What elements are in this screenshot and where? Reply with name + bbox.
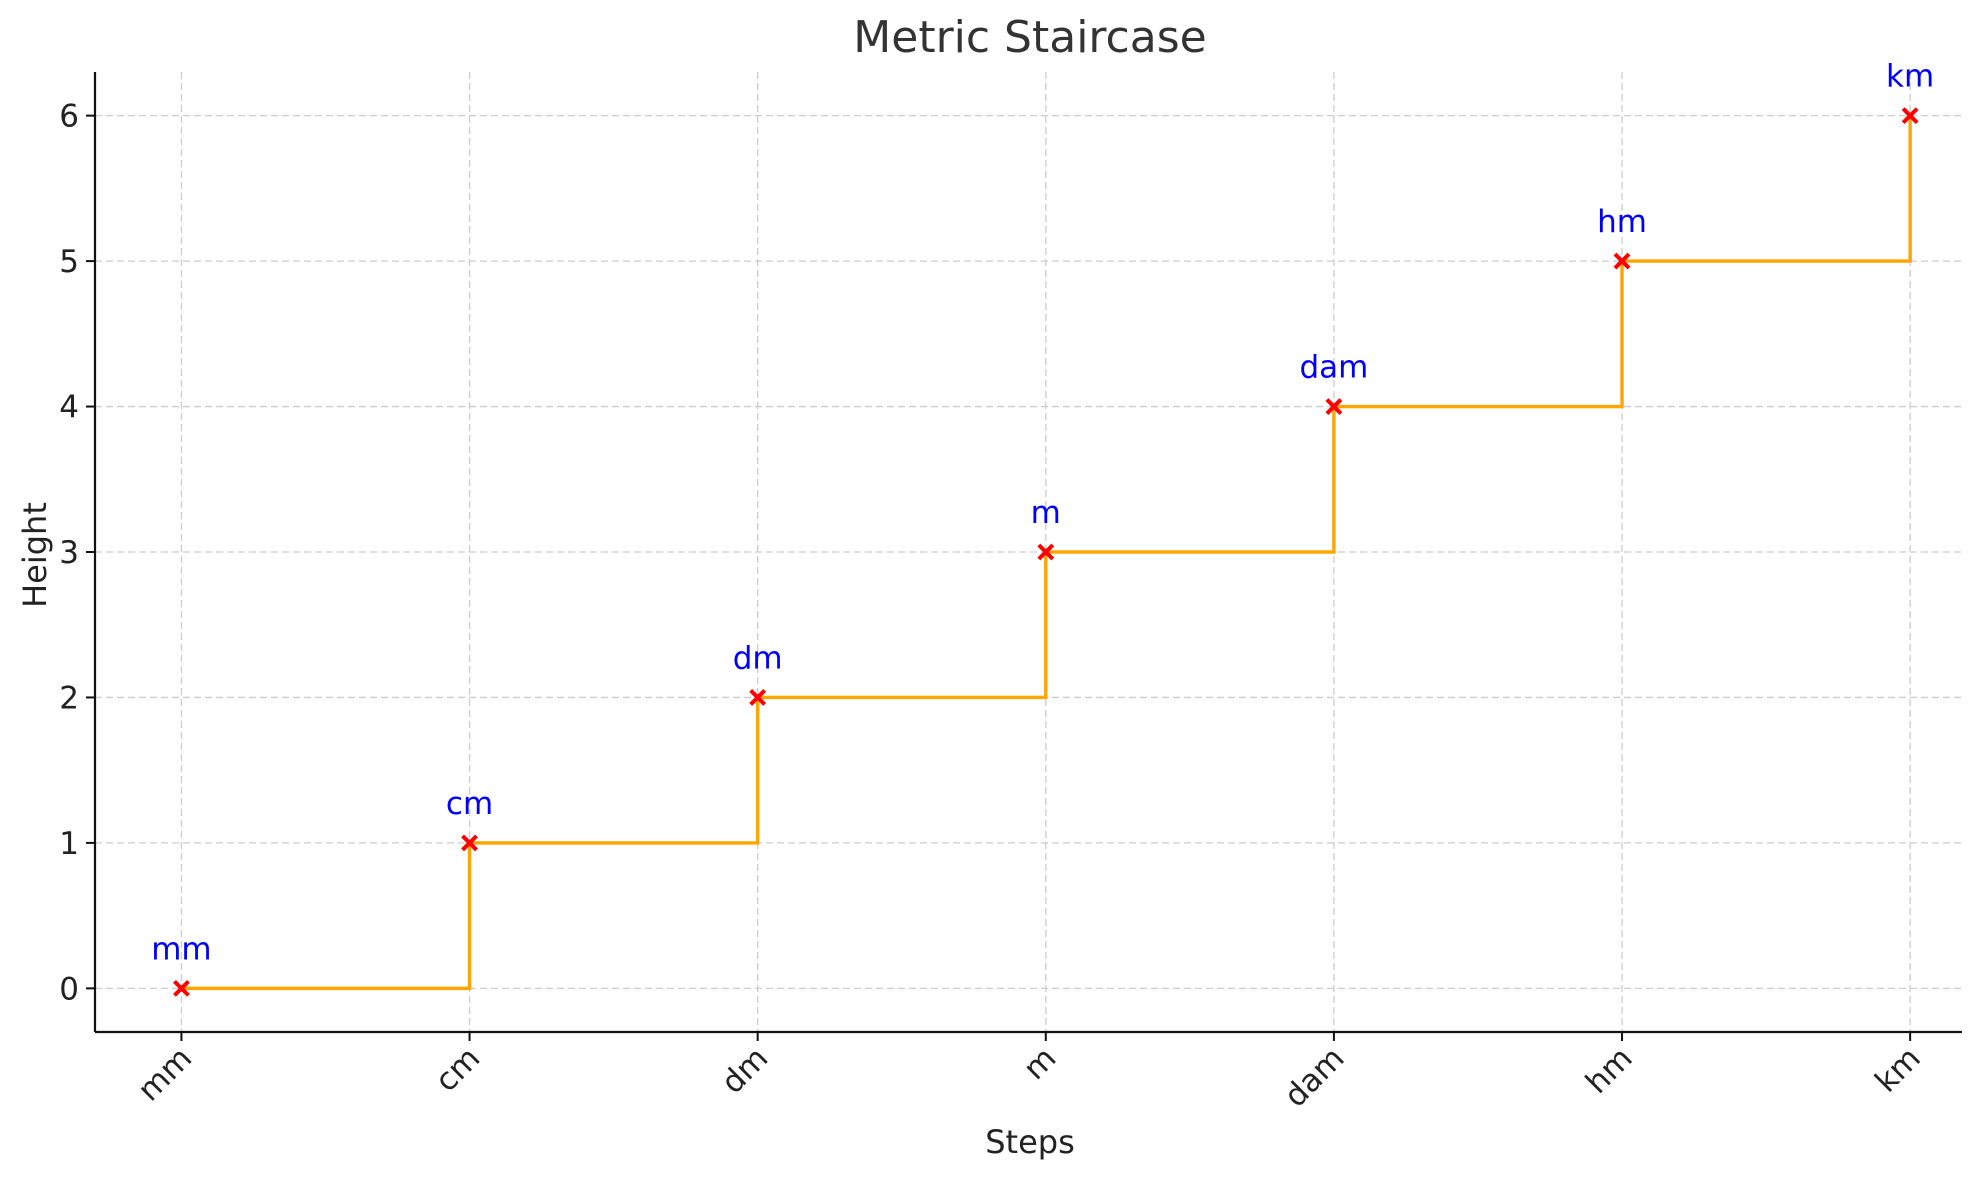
y-tick-label: 2 xyxy=(59,680,79,716)
data-point-label: hm xyxy=(1597,204,1647,240)
data-point-label: dam xyxy=(1299,350,1368,386)
data-point-marker xyxy=(461,834,478,852)
x-tick-label: hm xyxy=(1579,1040,1640,1101)
y-tick-label: 4 xyxy=(59,390,79,426)
data-point-marker xyxy=(1901,107,1919,125)
ticks: mm cm dm m dam hm km 0 1 2 3 4 5 6 xyxy=(59,99,1928,1115)
x-tick-label: m xyxy=(1017,1040,1064,1087)
x-tick-label: km xyxy=(1868,1040,1928,1100)
data-point-label: mm xyxy=(151,931,211,967)
data-point-marker xyxy=(1613,252,1631,270)
x-tick-label: dm xyxy=(715,1040,776,1101)
x-tick-label: mm xyxy=(131,1040,199,1108)
chart-title: Metric Staircase xyxy=(853,12,1206,63)
x-axis-title: Steps xyxy=(985,1123,1075,1161)
y-tick-label: 6 xyxy=(59,99,79,135)
markers xyxy=(173,107,1919,997)
y-tick-label: 5 xyxy=(59,244,79,280)
point-labels: mm cm dm m dam hm km xyxy=(151,59,1934,968)
data-point-label: cm xyxy=(446,786,493,822)
grid xyxy=(95,72,1962,1032)
y-axis-title: Height xyxy=(16,502,54,608)
x-tick-label: cm xyxy=(428,1040,487,1099)
data-point-marker xyxy=(173,979,190,997)
data-point-marker xyxy=(749,689,767,706)
y-tick-label: 0 xyxy=(59,971,79,1007)
data-point-label: km xyxy=(1886,59,1934,95)
y-tick-label: 3 xyxy=(59,535,79,571)
data-point-label: m xyxy=(1031,495,1061,531)
data-point-marker xyxy=(1037,543,1055,561)
y-tick-label: 1 xyxy=(59,826,79,862)
x-tick-label: dam xyxy=(1277,1040,1351,1114)
data-point-marker xyxy=(1325,398,1343,415)
data-point-label: dm xyxy=(733,640,783,676)
